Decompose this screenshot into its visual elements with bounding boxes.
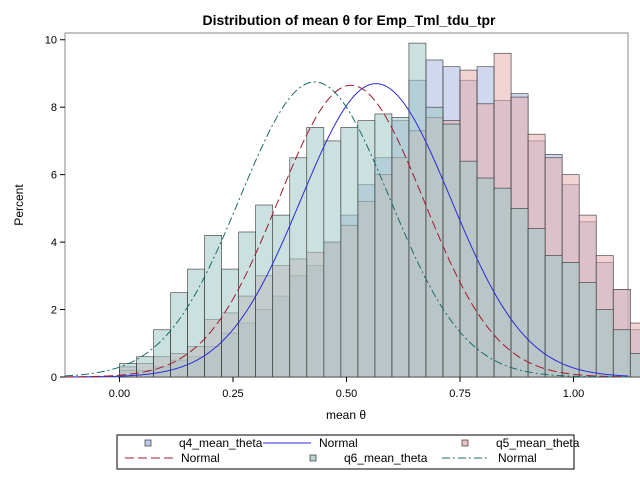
legend-item-5: Normal — [442, 451, 537, 465]
bar-q6_mean_theta-26 — [561, 262, 580, 378]
legend-label: Normal — [319, 436, 358, 450]
bar-q6_mean_theta-12 — [323, 140, 342, 378]
x-tick-label: 0.50 — [336, 388, 357, 400]
legend-label: q4_mean_theta — [179, 436, 263, 450]
bar-q6_mean_theta-7 — [238, 231, 256, 378]
bar-q6_mean_theta-16 — [391, 117, 410, 378]
legend-swatch — [144, 439, 152, 447]
curves-layer — [64, 81, 629, 378]
legend-label: q6_mean_theta — [344, 451, 428, 465]
bar-q6_mean_theta-20 — [459, 160, 478, 378]
bar-q6_mean_theta-13 — [340, 127, 359, 378]
bar-q6_mean_theta-23 — [510, 208, 529, 378]
bar-q6_mean_theta-6 — [221, 268, 239, 378]
legend-item-2: q5_mean_theta — [461, 436, 580, 450]
bar-q6_mean_theta-24 — [527, 228, 546, 378]
y-tick-label: 6 — [51, 170, 57, 182]
bar-q6_mean_theta-30 — [629, 353, 640, 378]
x-tick-label: 0.25 — [222, 388, 243, 400]
bar-q6_mean_theta-14 — [357, 120, 376, 378]
legend-label: Normal — [181, 451, 220, 465]
bar-q6_mean_theta-9 — [272, 214, 291, 378]
normal-curve-1 — [64, 83, 629, 378]
chart-title: Distribution of mean θ for Emp_Tml_tdu_t… — [202, 12, 496, 28]
bars-layer — [119, 42, 640, 378]
legend-label: Normal — [498, 451, 537, 465]
axes-layer: 0.00 0.25 0.50 0.75 1.00 0 2 4 6 8 10 — [45, 35, 584, 400]
bar-q6_mean_theta-19 — [442, 123, 461, 378]
bar-q6_mean_theta-17 — [408, 42, 427, 378]
legend-item-1: Normal — [263, 436, 358, 450]
y-tick-label: 8 — [51, 102, 57, 114]
bar-q6_mean_theta-5 — [204, 235, 222, 378]
y-tick-label: 2 — [51, 305, 57, 317]
legend-item-4: q6_mean_theta — [309, 451, 428, 465]
legend-label: q5_mean_theta — [496, 436, 580, 450]
normal-curve-3 — [64, 84, 629, 378]
legend-swatch — [461, 439, 469, 447]
y-axis-label: Percent — [12, 184, 26, 226]
bar-q6_mean_theta-3 — [170, 292, 188, 378]
x-tick-label: 0.00 — [109, 388, 130, 400]
bar-q6_mean_theta-28 — [595, 309, 614, 378]
bar-q6_mean_theta-15 — [374, 113, 393, 378]
x-tick-label: 0.75 — [449, 388, 470, 400]
y-tick-label: 4 — [51, 237, 57, 249]
legend-item-0: q4_mean_theta — [144, 436, 263, 450]
x-axis-label: mean θ — [326, 408, 366, 422]
bar-q6_mean_theta-2 — [153, 329, 171, 378]
legend-item-3: Normal — [125, 451, 220, 465]
x-tick-label: 1.00 — [563, 388, 584, 400]
normal-curve-5 — [64, 81, 628, 378]
bar-q6_mean_theta-21 — [476, 177, 495, 378]
bar-q6_mean_theta-27 — [578, 282, 597, 378]
y-tick-label: 0 — [51, 372, 57, 384]
legend-swatch — [309, 454, 317, 462]
legend-box — [116, 434, 575, 470]
y-tick-label: 10 — [45, 35, 57, 47]
bar-q6_mean_theta-29 — [612, 329, 631, 378]
